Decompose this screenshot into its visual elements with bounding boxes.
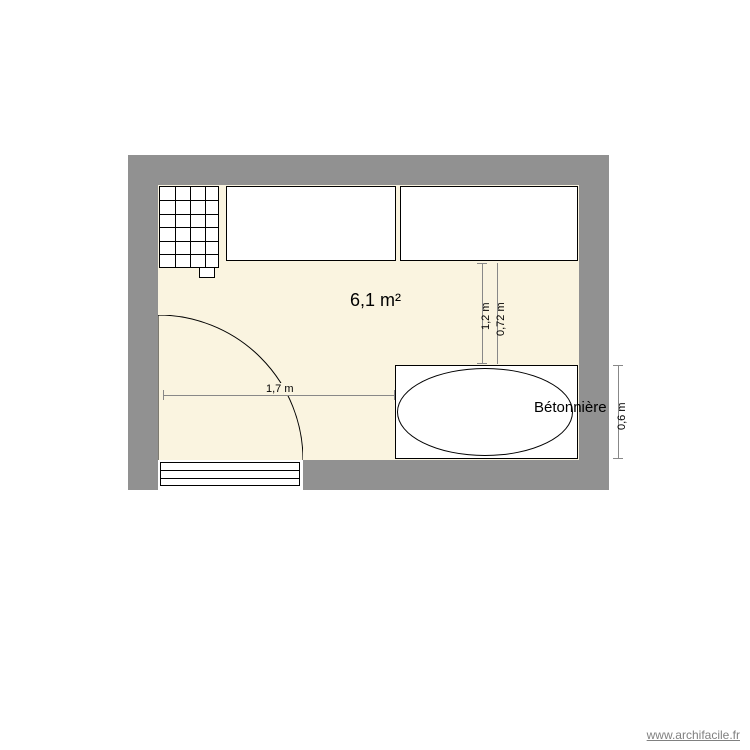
floorplan-canvas: Bétonnière 6,1 m² 1,7 m 1,2 m 0,72 m 0,6…	[0, 0, 750, 750]
wall-left	[128, 155, 158, 490]
stair-box	[159, 186, 219, 268]
betonniere-label: Bétonnière	[534, 399, 607, 416]
cabinet-right	[400, 186, 578, 261]
dim-1_2m-label: 1,2 m	[480, 302, 492, 330]
wall-top	[128, 155, 609, 185]
credit-link[interactable]: www.archifacile.fr	[647, 728, 740, 742]
dim-0_6m-label: 0,6 m	[616, 402, 628, 430]
stair-step	[199, 268, 215, 278]
dim-1_7m-label: 1,7 m	[263, 383, 297, 395]
wall-right	[579, 155, 609, 490]
room-area-label: 6,1 m²	[350, 290, 401, 311]
door-threshold	[160, 462, 300, 486]
cabinet-left	[226, 186, 396, 261]
dim-0_72m-label: 0,72 m	[495, 302, 507, 336]
dim-1_7m-line	[163, 395, 395, 396]
